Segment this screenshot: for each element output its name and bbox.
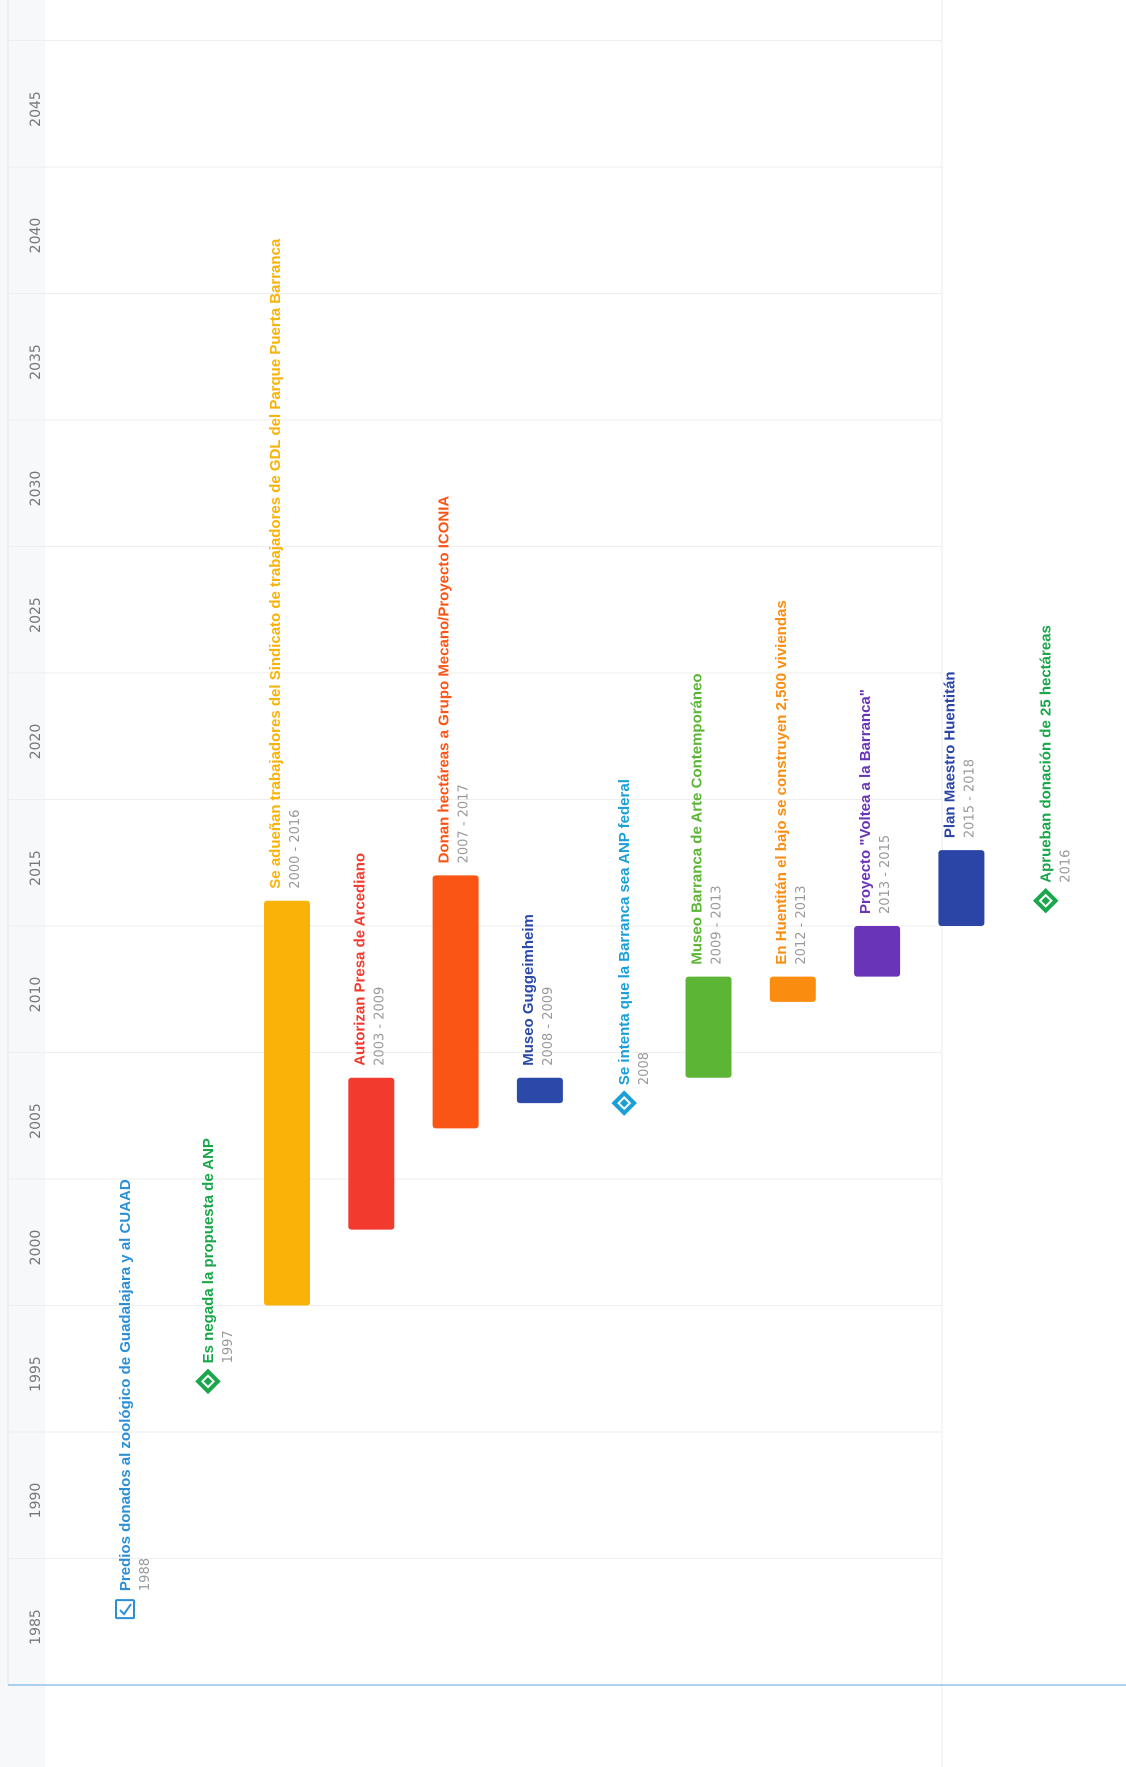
- event-plan-maestro-huentitan: Plan Maestro Huentitán 2015 - 2018: [938, 671, 985, 926]
- event-label-se-aduenan-trabajadores-del-sindicato-de-trabajadores-de-gdl-del-parque-puerta-barranca: Se adueñan trabajadores del Sindicato de…: [267, 238, 284, 889]
- year-label-2020: 2020: [28, 724, 44, 760]
- event-donan-hectareas-a-grupo-mecano-proyecto-iconia: Donan hectáreas a Grupo Mecano/Proyecto …: [432, 496, 479, 1129]
- event-label-museo-barranca-de-arte-contemporaneo: Museo Barranca de Arte Contemporáneo: [689, 673, 706, 964]
- year-label-2045: 2045: [28, 91, 44, 127]
- year-label-1990: 1990: [28, 1483, 44, 1519]
- event-range-museo-barranca-de-arte-contemporaneo: 2009 - 2013: [710, 885, 725, 964]
- event-label-plan-maestro-huentitan: Plan Maestro Huentitán: [941, 671, 958, 838]
- event-label-es-negada-la-propuesta-de-anp: Es negada la propuesta de ANP: [200, 1138, 217, 1363]
- event-bar-autorizan-presa-de-arcediano: [348, 1077, 395, 1230]
- year-label-2015: 2015: [28, 850, 44, 886]
- event-label-donan-hectareas-a-grupo-mecano-proyecto-iconia: Donan hectáreas a Grupo Mecano/Proyecto …: [436, 496, 453, 864]
- year-label-2025: 2025: [28, 597, 44, 633]
- event-bar-museo-guggeimheim: [516, 1077, 563, 1104]
- event-range-donan-hectareas-a-grupo-mecano-proyecto-iconia: 2007 - 2017: [457, 784, 472, 863]
- event-bar-donan-hectareas-a-grupo-mecano-proyecto-iconia: [432, 875, 479, 1129]
- year-label-2040: 2040: [28, 218, 44, 254]
- event-bar-plan-maestro-huentitan: [938, 850, 985, 926]
- year-label-1995: 1995: [28, 1356, 44, 1392]
- event-range-se-aduenan-trabajadores-del-sindicato-de-trabajadores-de-gdl-del-parque-puerta-barranca: 2000 - 2016: [288, 810, 303, 889]
- event-range-autorizan-presa-de-arcediano: 2003 - 2009: [372, 987, 387, 1066]
- event-label-proyecto-voltea-a-la-barranca: Proyecto "Voltea a la Barranca": [857, 689, 874, 914]
- event-range-museo-guggeimheim: 2008 - 2009: [541, 987, 556, 1066]
- event-en-huentitan-el-bajo-se-construyen-2-500-viviendas: En Huentitán el bajo se construyen 2,500…: [769, 600, 816, 1002]
- event-range-plan-maestro-huentitan: 2015 - 2018: [962, 759, 977, 838]
- event-range-es-negada-la-propuesta-de-anp: 1997: [221, 1330, 236, 1363]
- event-predios-donados-al-zoologico-de-guadalajara-y-al-cuaad: Predios donados al zoológico de Guadalaj…: [115, 1179, 153, 1620]
- year-label-2030: 2030: [28, 471, 44, 507]
- event-bar-museo-barranca-de-arte-contemporaneo: [685, 976, 732, 1078]
- event-range-proyecto-voltea-a-la-barranca: 2013 - 2015: [878, 835, 893, 914]
- year-label-2000: 2000: [28, 1230, 44, 1266]
- event-bar-proyecto-voltea-a-la-barranca: [854, 926, 901, 977]
- event-label-predios-donados-al-zoologico-de-guadalajara-y-al-cuaad: Predios donados al zoológico de Guadalaj…: [117, 1179, 134, 1591]
- year-label-1985: 1985: [28, 1609, 44, 1645]
- events: Predios donados al zoológico de Guadalaj…: [115, 238, 1074, 1620]
- event-bar-en-huentitan-el-bajo-se-construyen-2-500-viviendas: [769, 976, 816, 1002]
- event-es-negada-la-propuesta-de-anp: Es negada la propuesta de ANP 1997: [195, 1138, 236, 1395]
- event-label-autorizan-presa-de-arcediano: Autorizan Presa de Arcediano: [351, 853, 368, 1066]
- event-se-aduenan-trabajadores-del-sindicato-de-trabajadores-de-gdl-del-parque-puerta-barranca: Se adueñan trabajadores del Sindicato de…: [264, 238, 310, 1306]
- event-label-se-intenta-que-la-barranca-sea-anp-federal: Se intenta que la Barranca sea ANP feder…: [616, 779, 633, 1085]
- event-label-aprueban-donacion-de-25-hectareas: Aprueban donación de 25 hectáreas: [1038, 625, 1055, 883]
- event-range-se-intenta-que-la-barranca-sea-anp-federal: 2008: [637, 1052, 652, 1085]
- event-bar-se-aduenan-trabajadores-del-sindicato-de-trabajadores-de-gdl-del-parque-puerta-barranca: [264, 900, 310, 1306]
- event-range-aprueban-donacion-de-25-hectareas: 2016: [1059, 850, 1074, 883]
- event-autorizan-presa-de-arcediano: Autorizan Presa de Arcediano 2003 - 2009: [348, 853, 395, 1230]
- event-range-en-huentitan-el-bajo-se-construyen-2-500-viviendas: 2012 - 2013: [794, 885, 809, 964]
- event-museo-barranca-de-arte-contemporaneo: Museo Barranca de Arte Contemporáneo 2009…: [685, 673, 732, 1078]
- event-proyecto-voltea-a-la-barranca: Proyecto "Voltea a la Barranca" 2013 - 20…: [854, 689, 901, 977]
- event-museo-guggeimheim: Museo Guggeimheim 2008 - 2009: [516, 914, 563, 1104]
- year-label-2035: 2035: [28, 344, 44, 380]
- year-label-2005: 2005: [28, 1103, 44, 1139]
- event-range-predios-donados-al-zoologico-de-guadalajara-y-al-cuaad: 1988: [138, 1558, 153, 1591]
- event-label-en-huentitan-el-bajo-se-construyen-2-500-viviendas: En Huentitán el bajo se construyen 2,500…: [773, 600, 790, 964]
- year-label-2010: 2010: [28, 977, 44, 1013]
- checkbox-icon: [115, 1599, 135, 1620]
- event-label-museo-guggeimheim: Museo Guggeimheim: [520, 914, 537, 1066]
- year-axis: 1985 1990 1995 2000 2005 2010 2015 2020 2025 2030…: [28, 0, 44, 1645]
